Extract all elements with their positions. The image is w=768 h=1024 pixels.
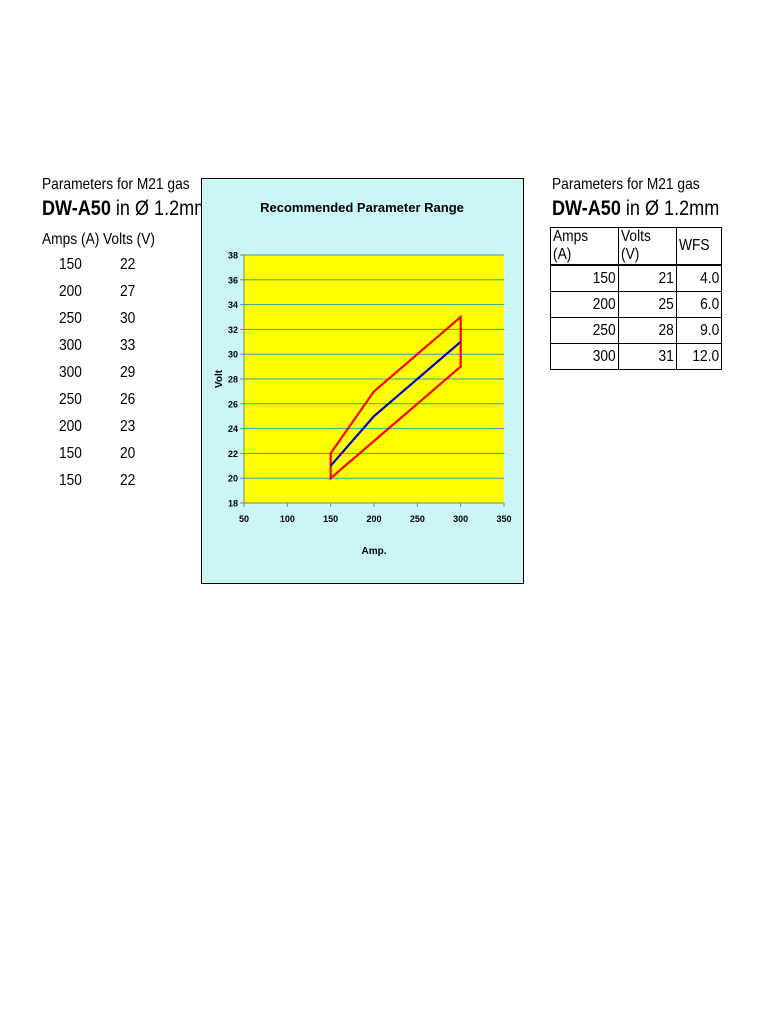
y-tick-labels: 18 20 22 24 26 28 30 32 34 36 38	[228, 251, 244, 509]
list-item: 300 29	[42, 364, 202, 391]
table-row: 200 25 6.0	[550, 291, 722, 318]
volts-value: 22	[120, 472, 136, 489]
left-header-amps: Amps (A)	[42, 231, 100, 248]
volts-cell: 21	[618, 264, 677, 292]
wfs-cell: 4.0	[676, 264, 722, 292]
y-tick-label: 38	[228, 251, 238, 261]
y-tick-label: 18	[228, 499, 238, 509]
amps-cell: 250	[550, 317, 619, 344]
volts-value: 27	[120, 283, 136, 300]
table-row: 300 31 12.0	[550, 343, 722, 370]
volts-value: 30	[120, 310, 136, 327]
x-tick-label: 250	[410, 514, 425, 524]
table-header-wfs: WFS	[676, 227, 722, 266]
y-tick-label: 20	[228, 474, 238, 484]
right-subtitle: Parameters for M21 gas	[552, 176, 700, 193]
left-product-title: DW-A50 in Ø 1.2mm	[42, 196, 209, 222]
amps-cell: 300	[550, 343, 619, 370]
amps-value: 300	[59, 337, 82, 354]
list-item: 150 20	[42, 445, 202, 472]
recommended-line	[329, 340, 462, 467]
table-header-amps: Amps (A)	[550, 227, 619, 266]
series-layer	[329, 314, 462, 481]
volts-value: 20	[120, 445, 136, 462]
x-tick-label: 350	[496, 514, 511, 524]
parameter-table: Amps (A) Volts (V) WFS 150 21 4.0 200 25 6.0 2…	[550, 227, 722, 370]
y-tick-label: 32	[228, 325, 238, 335]
wfs-cell: 12.0	[676, 343, 722, 370]
amps-value: 150	[59, 472, 82, 489]
x-tick-label: 150	[323, 514, 338, 524]
y-tick-label: 24	[228, 424, 238, 434]
volts-cell: 28	[618, 317, 677, 344]
amps-value: 150	[59, 445, 82, 462]
right-diameter: in Ø 1.2mm	[620, 197, 720, 220]
x-tick-label: 300	[453, 514, 468, 524]
amps-cell: 200	[550, 291, 619, 318]
right-product-title: DW-A50 in Ø 1.2mm	[552, 196, 719, 222]
y-tick-label: 26	[228, 399, 238, 409]
range-boundary-line	[329, 314, 462, 481]
chart-svg: Recommended Parameter Range 50 100 150 200 2…	[201, 178, 524, 584]
x-axis-label: Amp.	[362, 546, 387, 557]
left-subtitle: Parameters for M21 gas	[42, 176, 190, 193]
x-tick-labels: 50 100 150 200 250 300 350	[239, 503, 512, 524]
list-item: 200 27	[42, 283, 202, 310]
left-data-rows: 150 22 200 27 250 30 300 33 300 29 250 26 200 23 150 20…	[42, 256, 202, 499]
table-row: 150 21 4.0	[550, 264, 722, 292]
table-header-volts: Volts (V)	[618, 227, 677, 266]
parameter-range-chart: Recommended Parameter Range 50 100 150 200 2…	[201, 178, 524, 584]
wfs-cell: 6.0	[676, 291, 722, 318]
y-tick-label: 34	[228, 300, 238, 310]
right-product-name: DW-A50	[552, 197, 621, 220]
y-axis-label: Volt	[214, 369, 225, 388]
table-header-row: Amps (A) Volts (V) WFS	[550, 227, 722, 266]
amps-value: 300	[59, 364, 82, 381]
left-diameter: in Ø 1.2mm	[110, 197, 210, 220]
chart-title: Recommended Parameter Range	[260, 200, 464, 215]
amps-value: 200	[59, 283, 82, 300]
volts-value: 26	[120, 391, 136, 408]
left-product-name: DW-A50	[42, 197, 111, 220]
amps-value: 250	[59, 391, 82, 408]
list-item: 150 22	[42, 472, 202, 499]
list-item: 250 26	[42, 391, 202, 418]
x-tick-label: 200	[366, 514, 381, 524]
left-header-row: Amps (A) Volts (V)	[42, 230, 202, 250]
amps-value: 250	[59, 310, 82, 327]
volts-value: 23	[120, 418, 136, 435]
list-item: 300 33	[42, 337, 202, 364]
table-row: 250 28 9.0	[550, 317, 722, 344]
amps-cell: 150	[550, 264, 619, 292]
volts-value: 33	[120, 337, 136, 354]
wfs-cell: 9.0	[676, 317, 722, 344]
list-item: 250 30	[42, 310, 202, 337]
list-item: 200 23	[42, 418, 202, 445]
list-item: 150 22	[42, 256, 202, 283]
left-parameter-block: Parameters for M21 gas DW-A50 in Ø 1.2mm…	[42, 175, 209, 499]
y-tick-label: 36	[228, 275, 238, 285]
volts-cell: 25	[618, 291, 677, 318]
y-tick-label: 22	[228, 449, 238, 459]
right-parameter-block: Parameters for M21 gas DW-A50 in Ø 1.2mm…	[550, 175, 732, 370]
left-header-volts: Volts (V)	[103, 231, 156, 248]
x-tick-label: 50	[239, 514, 249, 524]
volts-cell: 31	[618, 343, 677, 370]
amps-value: 150	[59, 256, 82, 273]
volts-value: 22	[120, 256, 136, 273]
x-tick-label: 100	[280, 514, 295, 524]
y-tick-label: 30	[228, 350, 238, 360]
volts-value: 29	[120, 364, 136, 381]
amps-value: 200	[59, 418, 82, 435]
y-tick-label: 28	[228, 375, 238, 385]
